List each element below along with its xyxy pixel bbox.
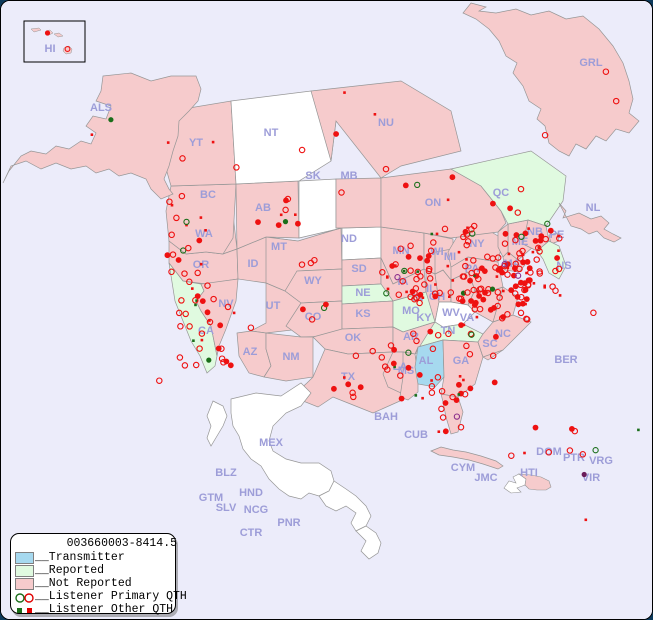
- svg-text:BER: BER: [554, 354, 577, 366]
- svg-text:WV: WV: [442, 307, 460, 319]
- svg-text:AL: AL: [419, 355, 434, 367]
- svg-text:HTI: HTI: [520, 467, 538, 479]
- svg-text:WY: WY: [304, 275, 322, 287]
- svg-text:ALS: ALS: [90, 102, 112, 114]
- svg-text:OK: OK: [345, 332, 362, 344]
- svg-text:GA: GA: [453, 355, 470, 367]
- svg-text:MB: MB: [340, 170, 357, 182]
- svg-text:JMC: JMC: [474, 472, 497, 484]
- svg-text:NM: NM: [282, 351, 299, 363]
- svg-text:NE: NE: [355, 287, 370, 299]
- svg-text:BAH: BAH: [374, 411, 398, 423]
- svg-text:GRL: GRL: [579, 57, 603, 69]
- svg-text:CTR: CTR: [240, 527, 263, 539]
- svg-text:HND: HND: [239, 487, 263, 499]
- svg-text:MEX: MEX: [259, 437, 284, 449]
- svg-text:CUB: CUB: [404, 429, 428, 441]
- svg-text:IA: IA: [398, 276, 409, 288]
- svg-text:KY: KY: [416, 312, 432, 324]
- svg-text:BLZ: BLZ: [215, 467, 237, 479]
- svg-text:VRG: VRG: [589, 455, 613, 467]
- svg-text:MI: MI: [444, 251, 456, 263]
- svg-text:NL: NL: [586, 202, 601, 214]
- svg-text:NT: NT: [264, 127, 279, 139]
- svg-text:NV: NV: [218, 298, 234, 310]
- svg-text:MT: MT: [271, 241, 287, 253]
- svg-text:UT: UT: [266, 300, 281, 312]
- svg-text:SD: SD: [351, 263, 366, 275]
- svg-text:AB: AB: [255, 202, 271, 214]
- svg-text:ID: ID: [248, 258, 259, 270]
- svg-text:YT: YT: [189, 137, 203, 149]
- svg-text:SLV: SLV: [216, 502, 237, 514]
- svg-text:VA: VA: [460, 312, 475, 324]
- svg-text:NU: NU: [378, 117, 394, 129]
- svg-text:NY: NY: [469, 238, 485, 250]
- svg-text:ON: ON: [425, 197, 442, 209]
- svg-text:NCG: NCG: [244, 504, 268, 516]
- svg-text:PNR: PNR: [277, 517, 300, 529]
- svg-text:DOM: DOM: [536, 446, 562, 458]
- svg-text:QC: QC: [493, 187, 510, 199]
- svg-text:KS: KS: [355, 308, 370, 320]
- svg-text:HI: HI: [45, 43, 56, 55]
- svg-text:SK: SK: [305, 170, 320, 182]
- svg-text:CYM: CYM: [451, 462, 475, 474]
- svg-text:ND: ND: [341, 233, 357, 245]
- svg-text:BC: BC: [200, 189, 216, 201]
- svg-text:AZ: AZ: [243, 346, 258, 358]
- svg-text:PTR: PTR: [563, 452, 585, 464]
